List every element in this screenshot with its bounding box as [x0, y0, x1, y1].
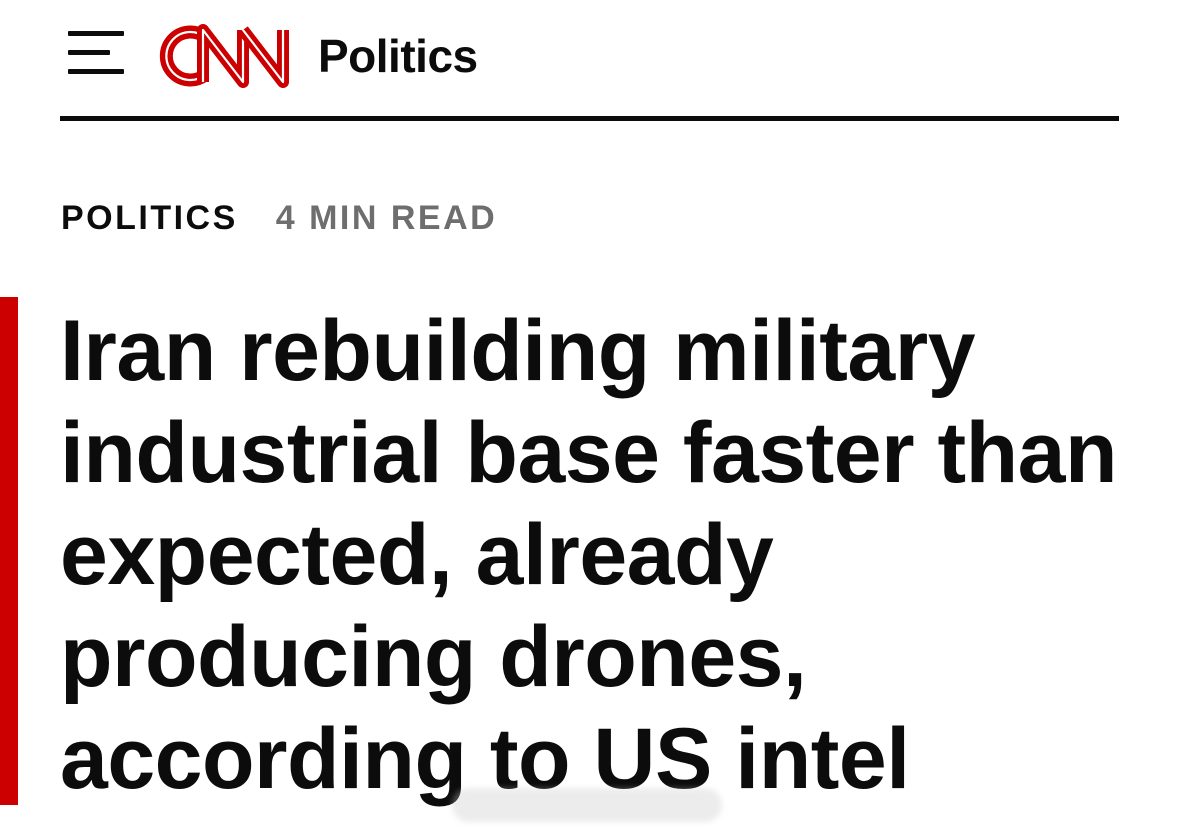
- menu-line-bottom: [68, 69, 124, 74]
- watermark-overlay: [452, 788, 722, 822]
- site-header: Politics: [60, 0, 1119, 118]
- section-title-link[interactable]: Politics: [318, 30, 478, 82]
- header-divider: [60, 116, 1119, 121]
- section-tag-link[interactable]: POLITICS: [61, 199, 238, 237]
- hamburger-menu-icon[interactable]: [68, 31, 124, 75]
- menu-line-top: [68, 31, 124, 36]
- headline-accent-bar: [0, 297, 18, 805]
- menu-line-middle: [68, 50, 110, 55]
- cnn-logo[interactable]: [155, 22, 295, 90]
- read-time-label: 4 MIN READ: [275, 199, 498, 237]
- article-headline: Iran rebuilding military industrial base…: [60, 303, 1118, 807]
- article-meta: POLITICS 4 MIN READ: [61, 198, 497, 238]
